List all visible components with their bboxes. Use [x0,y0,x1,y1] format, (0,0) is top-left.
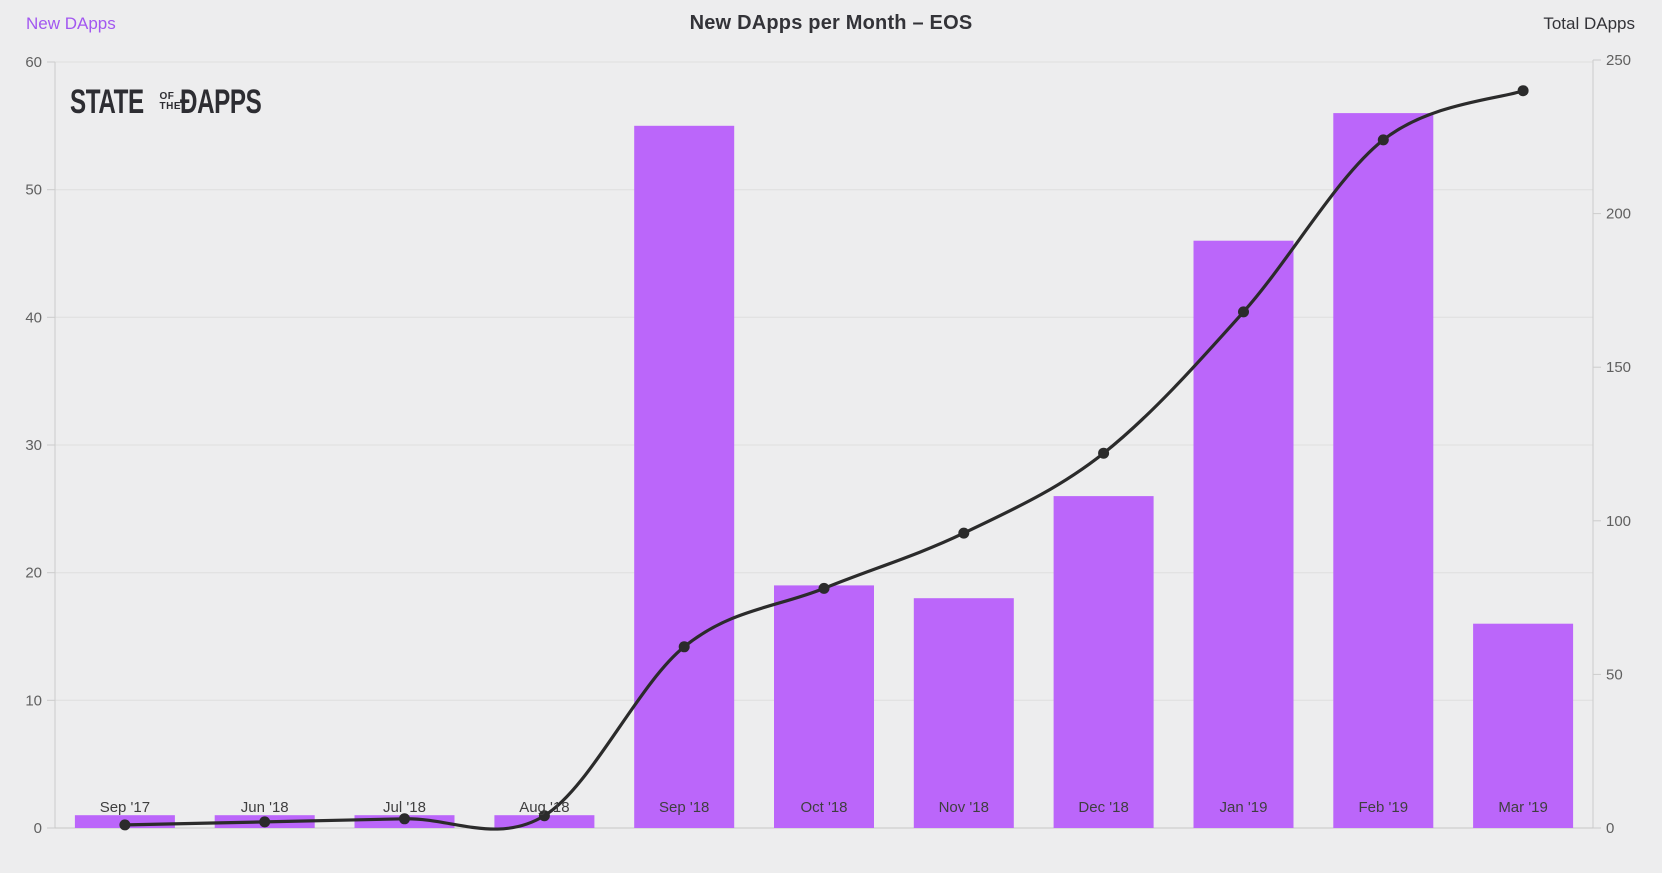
bar-sep-18[interactable] [634,125,735,829]
line-point-dec-18[interactable] [1098,447,1110,459]
left-tick-label: 0 [34,820,42,837]
bar-oct-18[interactable] [774,585,874,828]
x-label-sep-18: Sep '18 [659,799,709,816]
left-tick-label: 50 [25,182,42,199]
bar-jan-19[interactable] [1193,240,1294,828]
x-label-oct-18: Oct '18 [800,799,847,816]
bar-mar-19[interactable] [1473,623,1574,828]
right-tick-label: 200 [1606,206,1631,223]
line-point-sep-18[interactable] [678,641,690,653]
left-tick-label: 40 [25,309,42,326]
x-label-mar-19: Mar '19 [1498,799,1548,816]
x-label-dec-18: Dec '18 [1078,799,1128,816]
line-point-oct-18[interactable] [818,582,830,594]
bar-nov-18[interactable] [913,598,1014,828]
x-label-jul-18: Jul '18 [383,799,426,816]
left-tick-label: 30 [25,437,42,454]
x-label-jan-19: Jan '19 [1220,799,1268,816]
chart-title: New DApps per Month – EOS [689,12,973,34]
bar-dec-18[interactable] [1053,496,1154,828]
right-tick-label: 100 [1606,513,1631,530]
left-axis-title: New DApps [26,14,116,33]
right-axis-title: Total DApps [1543,14,1635,33]
logo-word-of-the: OF THE [159,91,182,112]
right-tick-label: 150 [1606,359,1631,376]
right-tick-label: 50 [1606,666,1623,683]
line-point-sep-17[interactable] [119,819,131,831]
left-tick-label: 60 [25,54,42,71]
total-dapps-line [123,89,1525,831]
logo-word-state: STATE [70,82,144,121]
line-point-jul-18[interactable] [399,813,410,825]
state-of-the-dapps-logo[interactable]: STATE OF THE ĐAPPS [70,82,284,121]
x-label-jun-18: Jun '18 [241,799,289,816]
x-label-sep-17: Sep '17 [100,799,150,816]
right-tick-label: 0 [1606,820,1614,837]
x-label-feb-19: Feb '19 [1359,799,1409,816]
line-point-mar-19[interactable] [1517,85,1529,97]
line-point-jun-18[interactable] [259,816,271,828]
line-point-aug-18[interactable] [538,810,550,822]
line-point-jan-19[interactable] [1238,306,1249,318]
x-label-nov-18: Nov '18 [939,799,989,816]
left-tick-label: 10 [25,692,42,709]
line-point-nov-18[interactable] [958,527,970,539]
line-point-feb-19[interactable] [1377,134,1389,146]
left-tick-label: 20 [25,565,42,582]
right-tick-label: 250 [1606,52,1631,69]
logo-word-dapps: ĐAPPS [180,82,262,121]
bar-feb-19[interactable] [1333,113,1434,829]
x-label-aug-18: Aug '18 [519,799,569,816]
